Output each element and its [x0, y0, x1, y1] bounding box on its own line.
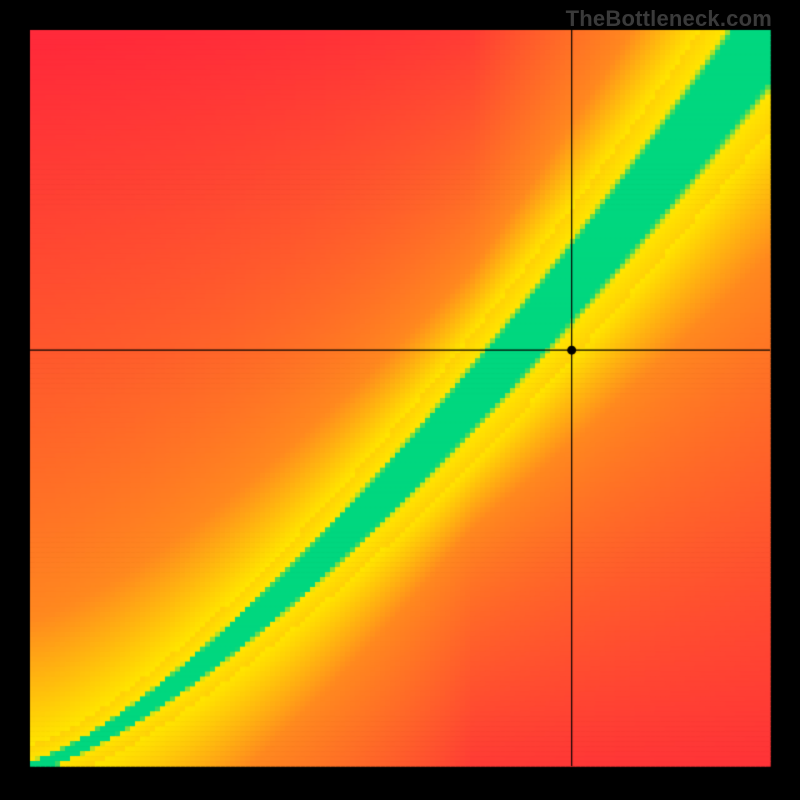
- bottleneck-heatmap: [0, 0, 800, 800]
- chart-frame: TheBottleneck.com: [0, 0, 800, 800]
- watermark-text: TheBottleneck.com: [566, 6, 772, 32]
